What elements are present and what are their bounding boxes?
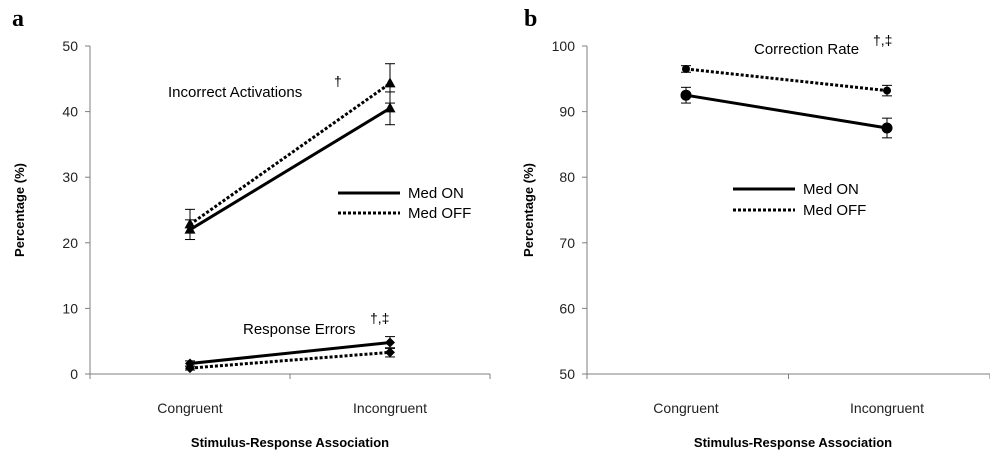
panel-a-x-tick-label: Congruent xyxy=(157,400,222,416)
panel-a-point-incorrect-activations-med-off xyxy=(184,218,196,229)
legend-b-med-off-label: Med OFF xyxy=(803,202,866,219)
panel-a-series-incorrect-activations-med-off xyxy=(189,82,391,226)
panel-a-series-incorrect-activations-med-on xyxy=(189,107,391,231)
panel-a-y-tick-label: 30 xyxy=(62,169,78,185)
panel-a-point-incorrect-activations-med-on xyxy=(384,102,396,113)
panel-b-x-tick-label: Incongruent xyxy=(850,400,924,416)
panel-a-point-response-errors-med-on xyxy=(385,337,395,348)
panel-a-series-response-errors-med-on xyxy=(189,341,391,365)
panel-b-y-tick-label: 60 xyxy=(559,300,575,316)
annotation-incorrect-activations: Incorrect Activations xyxy=(168,84,302,101)
panel-a-letter: a xyxy=(12,6,24,32)
panel-b-y-tick-label: 50 xyxy=(559,366,575,382)
panel-b-series-correction-rate-med-on xyxy=(685,93,888,130)
panel-b-xlabel: Stimulus-Response Association xyxy=(694,435,892,450)
panel-b-point-correction-rate-med-off xyxy=(682,64,690,73)
panel-a-point-response-errors-med-off xyxy=(185,363,195,374)
panel-a-ylabel: Percentage (%) xyxy=(12,163,27,257)
panel-b-y-tick-label: 80 xyxy=(559,169,575,185)
panel-a-y-tick-label: 10 xyxy=(62,300,78,316)
panel-a-x-tick-label: Incongruent xyxy=(353,400,427,416)
panel-b-point-correction-rate-med-on xyxy=(881,122,893,134)
panel-a-series-response-errors-med-off xyxy=(189,350,391,370)
panel-b-ylabel: Percentage (%) xyxy=(521,163,536,257)
panel-a-y-tick-label: 50 xyxy=(62,38,78,54)
legend-b-med-on-label: Med ON xyxy=(803,181,859,198)
plot-layer: 0 10 20 30 40 50 Congruent Incongruent 50 60 70 80 9… xyxy=(62,38,990,416)
annotation-response-errors: Response Errors xyxy=(243,321,356,338)
panel-a-xlabel: Stimulus-Response Association xyxy=(191,435,389,450)
panel-b-series-correction-rate-med-off xyxy=(685,67,888,93)
panel-b-y-tick-label: 100 xyxy=(552,38,576,54)
panel-a-point-incorrect-activations-med-off xyxy=(384,77,396,88)
panel-b-point-correction-rate-med-on xyxy=(680,89,692,101)
annotation-correction-rate: Correction Rate xyxy=(754,41,859,58)
panel-b-y-tick-label: 70 xyxy=(559,235,575,251)
panel-a-y-tick-label: 40 xyxy=(62,104,78,120)
panel-a-y-tick-label: 20 xyxy=(62,235,78,251)
panel-b-y-tick-label: 90 xyxy=(559,104,575,120)
panel-b-letter: b xyxy=(524,6,537,32)
panel-a-point-response-errors-med-off xyxy=(385,347,395,358)
annotation-response-errors-symbols: †,‡ xyxy=(370,310,389,326)
panel-b-point-correction-rate-med-off xyxy=(883,86,891,95)
legend-a-med-on-label: Med ON xyxy=(408,185,464,202)
annotation-correction-rate-symbols: †,‡ xyxy=(873,32,892,48)
panel-a-y-tick-label: 0 xyxy=(70,366,78,382)
panel-b-x-tick-label: Congruent xyxy=(653,400,718,416)
annotation-incorrect-activations-symbols: † xyxy=(334,73,342,89)
legend-a-med-off-label: Med OFF xyxy=(408,205,471,222)
